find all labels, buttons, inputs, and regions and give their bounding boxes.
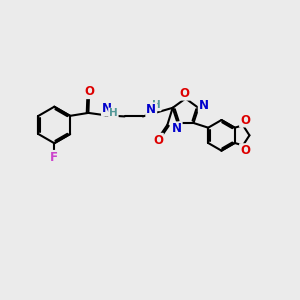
Text: N: N	[146, 103, 156, 116]
Text: N: N	[199, 99, 209, 112]
Text: O: O	[153, 134, 163, 147]
Text: F: F	[50, 151, 58, 164]
Text: N: N	[102, 102, 112, 115]
Text: N: N	[172, 122, 182, 135]
Text: O: O	[84, 85, 94, 98]
Text: O: O	[240, 144, 250, 157]
Text: O: O	[240, 113, 250, 127]
Text: H: H	[109, 109, 118, 118]
Text: O: O	[180, 87, 190, 100]
Text: H: H	[152, 100, 161, 110]
